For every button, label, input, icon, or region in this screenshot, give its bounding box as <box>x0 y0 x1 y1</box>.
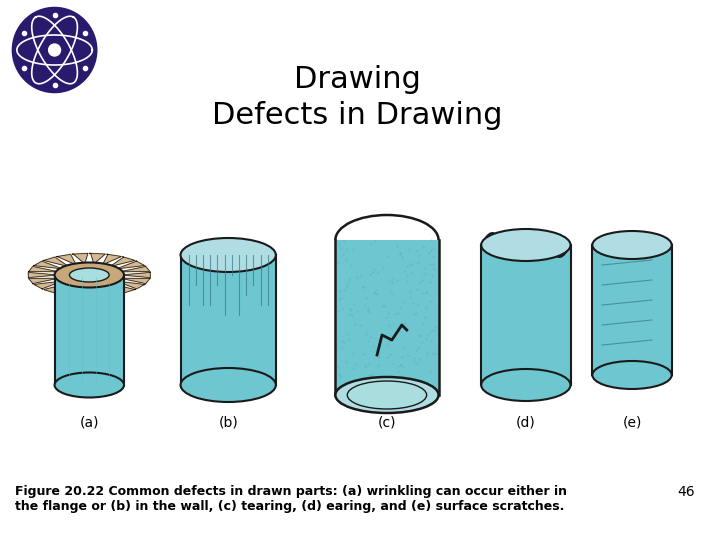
FancyBboxPatch shape <box>181 255 276 385</box>
Polygon shape <box>89 253 105 264</box>
Ellipse shape <box>593 231 672 259</box>
Ellipse shape <box>481 229 570 261</box>
Polygon shape <box>44 284 68 293</box>
Circle shape <box>10 5 99 95</box>
Polygon shape <box>121 272 150 278</box>
Polygon shape <box>72 253 88 264</box>
Text: Figure 20.22 Common defects in drawn parts: (a) wrinkling can occur either in
th: Figure 20.22 Common defects in drawn par… <box>15 485 567 513</box>
Polygon shape <box>33 261 63 269</box>
Polygon shape <box>120 278 150 284</box>
Circle shape <box>49 44 60 56</box>
Text: (d): (d) <box>516 415 536 429</box>
Polygon shape <box>91 286 107 296</box>
Text: (a): (a) <box>79 415 99 429</box>
Polygon shape <box>73 286 89 296</box>
Ellipse shape <box>181 368 276 402</box>
Text: (b): (b) <box>218 415 238 429</box>
Polygon shape <box>110 256 135 267</box>
Polygon shape <box>116 281 145 289</box>
Ellipse shape <box>336 377 438 413</box>
Ellipse shape <box>593 361 672 389</box>
Polygon shape <box>116 261 145 269</box>
Ellipse shape <box>181 238 276 272</box>
FancyBboxPatch shape <box>336 240 438 395</box>
Polygon shape <box>56 254 76 265</box>
Ellipse shape <box>347 381 427 409</box>
Polygon shape <box>110 284 136 293</box>
Text: 46: 46 <box>677 485 695 499</box>
Ellipse shape <box>55 262 124 287</box>
Text: (e): (e) <box>622 415 642 429</box>
Polygon shape <box>28 272 58 278</box>
Text: (c): (c) <box>378 415 396 429</box>
Polygon shape <box>28 266 59 272</box>
Polygon shape <box>29 278 59 284</box>
FancyBboxPatch shape <box>593 245 672 375</box>
FancyBboxPatch shape <box>55 275 124 385</box>
Polygon shape <box>506 237 546 250</box>
Polygon shape <box>42 257 68 267</box>
FancyBboxPatch shape <box>481 245 570 385</box>
Ellipse shape <box>55 373 124 397</box>
Ellipse shape <box>69 268 109 282</box>
Text: Drawing
Defects in Drawing: Drawing Defects in Drawing <box>212 65 503 130</box>
Polygon shape <box>57 285 76 296</box>
Polygon shape <box>102 254 122 265</box>
Polygon shape <box>102 285 122 296</box>
Ellipse shape <box>481 369 570 401</box>
Polygon shape <box>34 281 63 289</box>
Polygon shape <box>120 266 150 272</box>
